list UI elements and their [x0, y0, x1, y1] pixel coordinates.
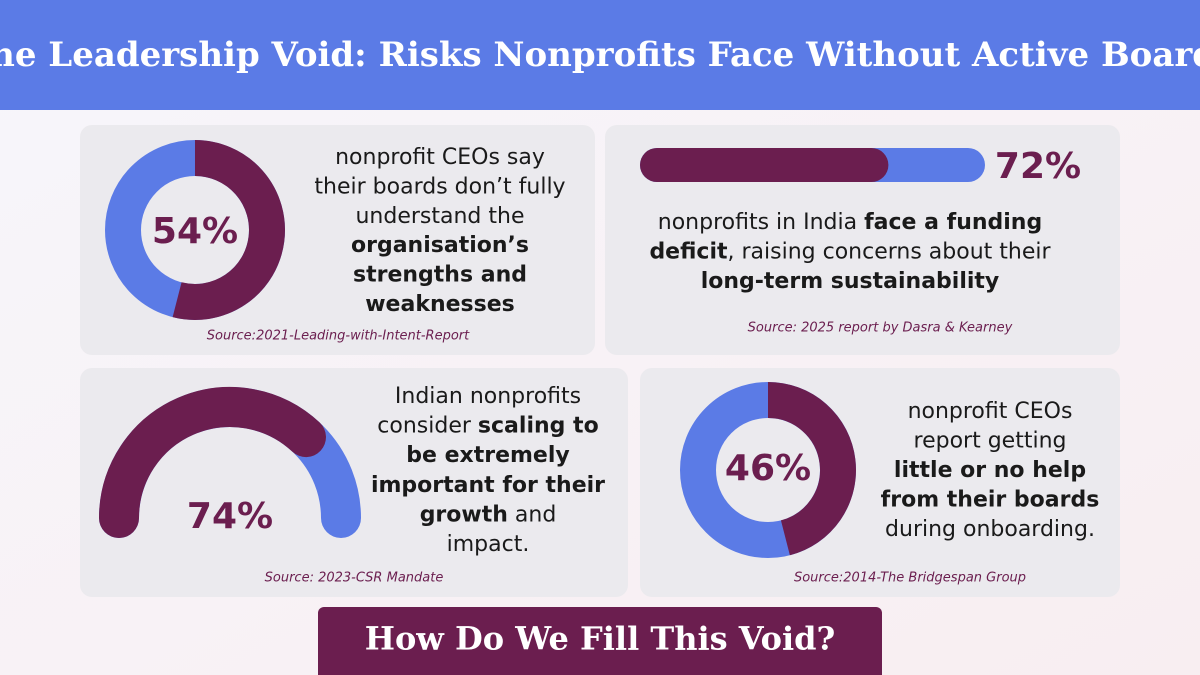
text-segment: impact. [447, 532, 530, 557]
card [605, 125, 1120, 355]
text-segment: growth [420, 502, 508, 527]
text-segment: consider [377, 414, 478, 439]
value-label: 72% [995, 146, 1081, 187]
description-line: long-term sustainability [701, 269, 1000, 294]
description-line: impact. [447, 532, 530, 557]
description-line: growth and [420, 502, 557, 527]
text-segment: understand the [355, 204, 524, 229]
value-label: 54% [152, 211, 238, 252]
text-segment: face a funding [864, 210, 1042, 235]
description-line: deficit, raising concerns about their [649, 240, 1051, 265]
description-line: from their boards [881, 488, 1100, 513]
text-segment: be extremely [406, 443, 569, 468]
text-segment: their boards don’t fully [314, 174, 565, 199]
donut-arc [767, 382, 856, 556]
description-line: organisation’s [351, 233, 529, 258]
text-segment: important for their [371, 473, 605, 498]
description-line: nonprofit CEOs say [335, 145, 545, 170]
gauge-arc [99, 387, 326, 538]
text-segment: during onboarding. [885, 517, 1095, 542]
description-line: report getting [914, 429, 1067, 454]
source: Source: 2023-CSR Mandate [265, 571, 444, 586]
footer: How Do We Fill This Void? [365, 620, 836, 658]
footer-box [318, 607, 882, 675]
text-segment: , raising concerns about their [728, 240, 1052, 265]
description-line: important for their [371, 473, 605, 498]
text-segment: weaknesses [365, 292, 515, 317]
text-segment: scaling to [478, 414, 599, 439]
description-line: be extremely [406, 443, 569, 468]
description-line: their boards don’t fully [314, 174, 565, 199]
header [0, 0, 1200, 110]
description-line: nonprofits in India face a funding [658, 210, 1042, 235]
text-segment: organisation’s [351, 233, 529, 258]
text-segment: report getting [914, 429, 1067, 454]
text-segment: strengths and [353, 263, 527, 288]
value-label: 46% [725, 448, 811, 489]
description-line: during onboarding. [885, 517, 1095, 542]
value-label: 74% [187, 496, 273, 537]
source: Source:2014-The Bridgespan Group [794, 571, 1026, 586]
progress-bar [640, 148, 889, 182]
text-segment: nonprofit CEOs say [335, 145, 545, 170]
text-segment: Indian nonprofits [395, 384, 581, 409]
text-segment: long-term sustainability [701, 269, 1000, 294]
text-segment: deficit [649, 240, 728, 265]
description-line: little or no help [894, 458, 1086, 483]
title: The Leadership Void: Risks Nonprofits Fa… [0, 35, 1200, 75]
description-line: strengths and [353, 263, 527, 288]
description-line: consider scaling to [377, 414, 598, 439]
donut-arc [172, 140, 285, 320]
text-segment: from their boards [881, 488, 1100, 513]
text-segment: little or no help [894, 458, 1086, 483]
text-segment: nonprofits in India [658, 210, 864, 235]
description-line: nonprofit CEOs [908, 399, 1073, 424]
description-line: understand the [355, 204, 524, 229]
source: Source:2021-Leading-with-Intent-Report [207, 329, 470, 344]
text-segment: nonprofit CEOs [908, 399, 1073, 424]
description-line: Indian nonprofits [395, 384, 581, 409]
source: Source: 2025 report by Dasra & Kearney [748, 321, 1013, 336]
description-line: weaknesses [365, 292, 515, 317]
text-segment: and [508, 502, 556, 527]
